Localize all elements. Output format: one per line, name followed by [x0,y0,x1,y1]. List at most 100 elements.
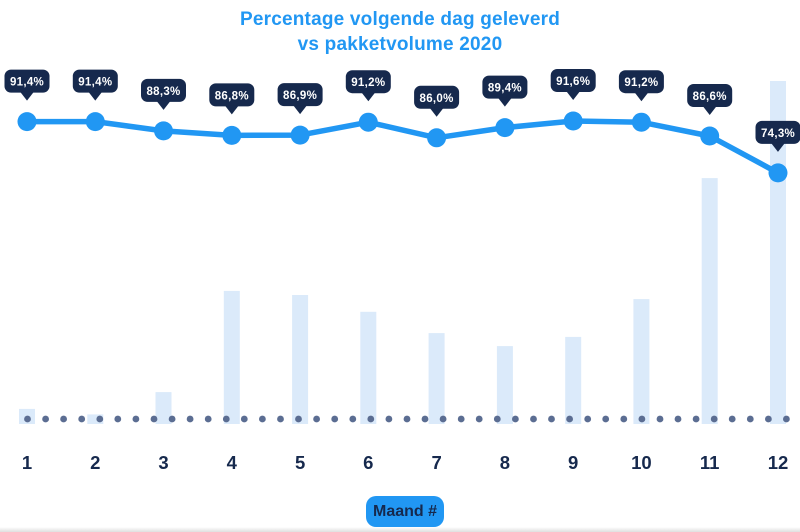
baseline-dot [530,415,537,423]
line-point-month-6[interactable] [358,112,378,132]
tooltip-month-11: 86,6% [687,84,733,115]
tooltip-bubble [482,75,528,99]
baseline-dot [24,415,31,423]
x-tick-11: 11 [700,452,720,473]
line-point-month-9[interactable] [563,111,583,131]
volume-bar-month-6[interactable] [360,311,377,424]
tooltip-value-label: 89,4% [488,83,522,95]
volume-bar-month-11[interactable] [701,178,718,424]
tooltip-month-3: 88,3% [141,78,186,110]
tooltip-month-1: 91,4% [4,69,50,101]
tooltip-bubble [755,120,800,144]
tooltip-month-12: 74,3% [755,120,800,152]
baseline-dot [710,415,718,423]
volume-bar-month-2[interactable] [87,414,104,424]
line-point-month-4[interactable] [222,125,242,145]
baseline-dot [746,415,754,423]
baseline-dot [42,415,49,423]
tooltip-month-8: 89,4% [482,75,528,107]
baseline-dot [313,415,320,423]
tooltip-bubble [618,70,664,94]
x-tick-2: 2 [90,452,100,473]
tooltip-tail [634,92,649,102]
x-tick-1: 1 [22,452,32,473]
tooltip-bubble [414,85,460,109]
baseline-dot [765,415,772,423]
line-point-month-3[interactable] [154,121,173,141]
tooltip-value-label: 74,3% [761,128,795,140]
tooltip-value-label: 91,4% [78,77,112,89]
tooltip-value-label: 91,6% [556,76,590,88]
line-point-month-10[interactable] [631,112,651,132]
tooltip-tail [566,91,581,100]
volume-bar-month-8[interactable] [496,346,513,424]
baseline-dot [186,415,194,423]
tooltip-month-5: 86,9% [277,83,323,115]
baseline-dot [132,415,140,423]
baseline-dot [620,415,628,423]
baseline-dot [512,415,519,423]
volume-bar-month-3[interactable] [155,392,172,424]
volume-bar-month-4[interactable] [223,290,240,424]
volume-bar-month-9[interactable] [565,336,582,424]
baseline-dot [584,415,592,423]
chart-title-line2: vs pakketvolume 2020 [297,34,503,55]
baseline-dot [566,415,573,423]
tooltip-bubble [550,69,596,92]
tooltip-value-label: 86,0% [420,93,454,105]
x-tick-7: 7 [431,452,441,473]
volume-bar-month-5[interactable] [292,295,309,424]
line-point-month-11[interactable] [700,126,720,146]
baseline-dot [728,415,736,423]
baseline-dot [168,415,176,423]
tooltip-month-4: 86,8% [209,83,255,115]
tooltip-tail [20,91,34,101]
line-point-month-5[interactable] [290,125,310,145]
x-tick-6: 6 [363,452,373,473]
tooltip-bubble [4,69,50,93]
line-point-month-12[interactable] [768,163,788,183]
baseline-dot [692,415,700,423]
x-axis-labels: 1 2 3 4 5 6 7 8 9 10 11 12 [22,452,788,473]
baseline-dot [457,415,465,423]
x-tick-10: 10 [631,452,652,473]
baseline-dot [78,415,86,423]
tooltip-value-label: 91,4% [10,77,44,89]
tooltip-month-7: 86,0% [414,85,460,117]
dotted-baseline [24,415,790,423]
baseline-dot [277,415,284,423]
tooltip-bubble [345,70,391,94]
chart-title: Percentage volgende dag geleverd vs pakk… [0,7,800,57]
baseline-dot [493,415,501,423]
tooltip-value-label: 86,8% [215,90,249,102]
x-tick-5: 5 [295,452,305,473]
baseline-dot [60,415,67,423]
tooltip-month-2: 91,4% [72,69,118,101]
tooltip-tail [770,142,785,152]
baseline-dot [367,415,375,423]
x-axis-label-badge: Maand # [366,496,444,527]
line-point-month-1[interactable] [17,112,37,132]
tooltip-tail [429,107,444,117]
baseline-dot [295,415,302,423]
tooltip-tail [88,91,103,101]
baseline-dot [204,415,212,423]
x-tick-8: 8 [500,452,510,473]
volume-bar-month-10[interactable] [633,299,650,424]
baseline-dot [548,415,555,423]
baseline-dot [150,415,158,423]
tooltip-tail [702,106,717,115]
line-point-month-8[interactable] [495,118,515,138]
tooltip-bubble [72,69,118,93]
line-point-month-7[interactable] [427,128,447,148]
line-point-month-2[interactable] [85,112,105,132]
tooltip-bubble [141,78,186,102]
volume-bar-month-7[interactable] [428,333,445,424]
tooltip-month-9: 91,6% [550,69,596,100]
baseline-dot [259,415,266,423]
tooltip-value-label: 86,9% [283,90,317,102]
baseline-dot [421,415,429,423]
baseline-dot [240,415,248,423]
